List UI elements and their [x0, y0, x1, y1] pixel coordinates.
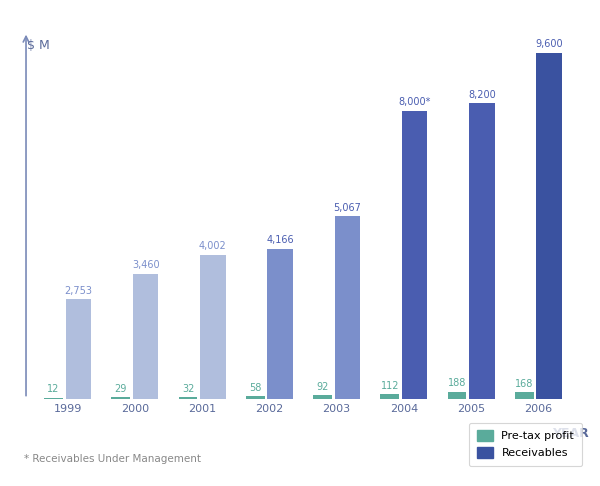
- Text: 8,200: 8,200: [468, 90, 496, 100]
- Text: 3,460: 3,460: [132, 260, 160, 270]
- Bar: [536, 53, 562, 399]
- Bar: [335, 216, 360, 399]
- Bar: [200, 255, 226, 399]
- Bar: [380, 395, 399, 399]
- Text: 8,000*: 8,000*: [398, 97, 431, 107]
- Bar: [515, 393, 533, 399]
- Bar: [313, 395, 332, 399]
- Text: 188: 188: [448, 378, 466, 388]
- Text: 12: 12: [47, 384, 60, 395]
- Text: 4,166: 4,166: [266, 235, 294, 245]
- Text: 5,067: 5,067: [334, 203, 361, 212]
- Text: 92: 92: [316, 382, 329, 392]
- Text: 168: 168: [515, 379, 533, 389]
- Text: 32: 32: [182, 384, 194, 394]
- Legend: Pre-tax profit, Receivables: Pre-tax profit, Receivables: [469, 423, 582, 466]
- Bar: [268, 249, 293, 399]
- Bar: [112, 398, 130, 399]
- Bar: [402, 111, 427, 399]
- Bar: [65, 299, 91, 399]
- Bar: [246, 397, 265, 399]
- Text: 9,600: 9,600: [535, 39, 563, 50]
- Bar: [469, 104, 494, 399]
- Text: 2,753: 2,753: [64, 286, 92, 296]
- Text: 29: 29: [115, 384, 127, 394]
- Text: YEAR: YEAR: [552, 427, 589, 440]
- Text: 58: 58: [249, 383, 262, 393]
- Text: $ M: $ M: [26, 39, 49, 52]
- Text: 112: 112: [380, 381, 399, 391]
- Text: * Receivables Under Management: * Receivables Under Management: [24, 454, 201, 464]
- Bar: [179, 398, 197, 399]
- Text: 4,002: 4,002: [199, 241, 227, 251]
- Bar: [448, 392, 466, 399]
- Bar: [133, 274, 158, 399]
